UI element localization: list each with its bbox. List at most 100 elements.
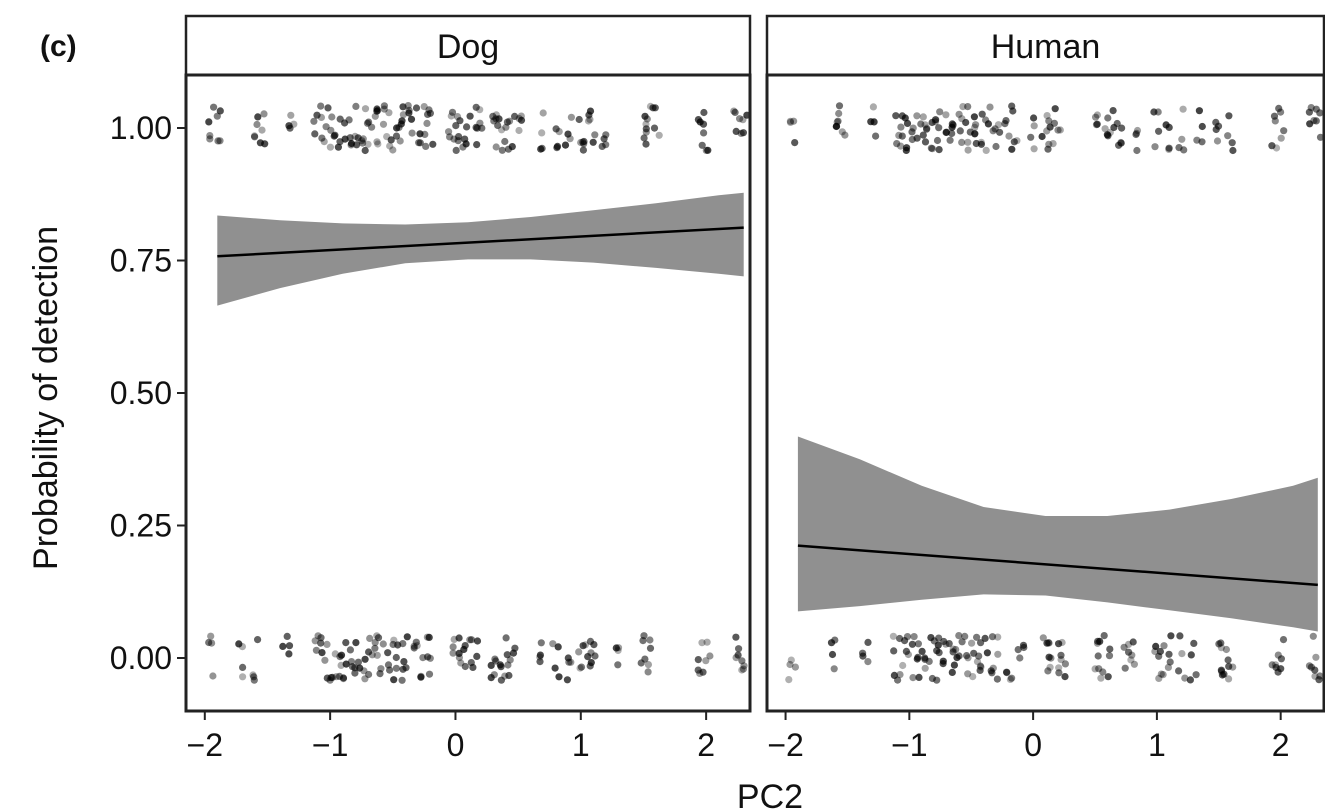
data-point [318, 649, 326, 657]
data-point [940, 637, 948, 646]
data-point [958, 138, 966, 146]
panel-dog: Dog −2 −1 0 1 2 [184, 14, 752, 763]
data-point [399, 640, 407, 648]
data-point [1151, 143, 1159, 151]
data-point [346, 646, 354, 654]
data-point [964, 138, 972, 146]
x-axis-title: PC2 [737, 778, 803, 811]
data-point [704, 146, 712, 154]
data-point [598, 142, 606, 150]
data-point [1133, 126, 1142, 135]
data-point [915, 673, 923, 682]
data-point [205, 638, 213, 647]
facet-label: Human [991, 28, 1101, 66]
data-point [787, 656, 795, 664]
data-point [214, 137, 222, 145]
data-point [285, 642, 294, 650]
data-point [913, 112, 921, 120]
data-point [449, 649, 457, 657]
data-point [206, 132, 214, 140]
data-point [913, 655, 921, 663]
data-point [1225, 662, 1233, 671]
data-point [643, 115, 651, 123]
data-point [591, 131, 599, 139]
data-point [731, 108, 739, 116]
data-point [515, 126, 523, 135]
data-point [536, 653, 544, 661]
data-point [361, 105, 370, 113]
data-point [918, 647, 926, 656]
data-point [921, 664, 929, 672]
data-point [567, 113, 576, 121]
data-point [412, 638, 420, 646]
data-point [1117, 138, 1125, 147]
data-point [859, 652, 867, 660]
data-point [1055, 640, 1063, 648]
data-point [396, 137, 404, 145]
data-point [1099, 668, 1107, 676]
data-point [972, 121, 980, 129]
data-point [959, 103, 967, 111]
data-point [1045, 117, 1053, 125]
data-point [1103, 131, 1111, 139]
data-point [577, 663, 586, 671]
data-point [337, 651, 346, 659]
data-point [908, 128, 916, 136]
data-point [932, 116, 940, 124]
data-point [538, 129, 546, 137]
data-point [258, 126, 266, 134]
data-point [700, 108, 708, 117]
data-point [870, 118, 878, 126]
data-point [732, 654, 740, 662]
data-point [958, 638, 966, 646]
data-point [405, 106, 413, 114]
data-point [950, 661, 959, 669]
data-point [563, 676, 572, 684]
data-point [501, 137, 509, 146]
data-point [399, 103, 407, 111]
data-point [216, 107, 224, 115]
data-point [515, 115, 523, 123]
data-point [919, 113, 927, 121]
data-point [1044, 667, 1052, 675]
data-point [1316, 133, 1325, 141]
data-point [368, 651, 376, 659]
data-point [285, 650, 293, 658]
data-point [1049, 140, 1057, 148]
data-point [962, 118, 970, 127]
data-point [1110, 123, 1118, 132]
data-point [935, 634, 943, 642]
x-tick-label: 1 [1148, 727, 1166, 763]
data-point [336, 115, 344, 123]
data-point [1179, 105, 1187, 113]
data-point [342, 660, 350, 668]
data-point [955, 632, 963, 640]
data-point [328, 673, 337, 682]
data-point [352, 639, 360, 647]
data-point [1056, 126, 1064, 134]
data-point [352, 102, 360, 110]
data-point [345, 116, 353, 124]
data-point [346, 134, 354, 142]
data-point [841, 131, 849, 139]
data-point [586, 115, 594, 123]
data-point [655, 131, 663, 139]
data-point [473, 637, 482, 645]
data-point [1280, 127, 1288, 135]
data-point [1030, 145, 1038, 153]
data-point [392, 653, 400, 662]
data-point [358, 137, 366, 145]
data-point [476, 119, 484, 127]
data-point [537, 639, 545, 647]
data-point [416, 130, 424, 138]
data-point [1109, 107, 1117, 115]
data-point [1094, 652, 1102, 660]
data-point [327, 126, 335, 134]
data-point [830, 665, 838, 673]
data-point [1157, 670, 1165, 678]
data-point [1043, 112, 1051, 120]
data-point [1306, 120, 1314, 128]
data-point [1010, 138, 1018, 146]
x-tick-label: 1 [572, 727, 590, 763]
data-point [1132, 130, 1140, 139]
